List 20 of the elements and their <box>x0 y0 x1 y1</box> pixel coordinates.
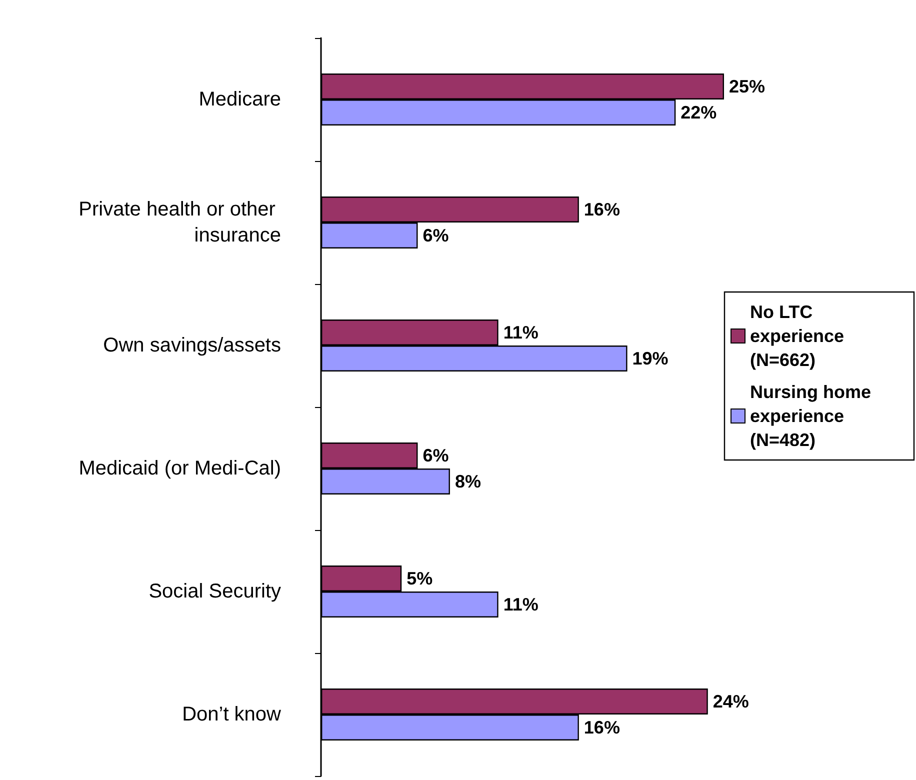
data-label: 11% <box>503 322 538 342</box>
data-label: 22% <box>680 102 717 122</box>
data-label: 25% <box>729 76 766 96</box>
data-label: 24% <box>712 692 749 712</box>
legend-label: No LTC experience (N=662) <box>750 302 850 370</box>
y-tick-label: Own savings/assets <box>103 334 281 356</box>
y-tick-label: Social Security <box>148 580 281 602</box>
y-tick-label: Private health or other insurance <box>78 198 281 246</box>
y-tick-label: Medicare <box>198 88 281 110</box>
data-label: 16% <box>584 200 620 220</box>
y-tick-label: Don’t know <box>182 704 282 726</box>
y-tick-label: Medicaid (or Medi-Cal) <box>78 458 281 480</box>
data-label: 11% <box>503 594 538 614</box>
data-label: 6% <box>422 226 449 246</box>
data-label: 16% <box>584 718 620 738</box>
data-label: 8% <box>454 472 481 492</box>
data-label: 19% <box>632 348 668 368</box>
data-label: 5% <box>406 568 433 588</box>
data-label: 6% <box>422 446 449 466</box>
legend-label: Nursing home experience (N=482) <box>750 382 876 450</box>
